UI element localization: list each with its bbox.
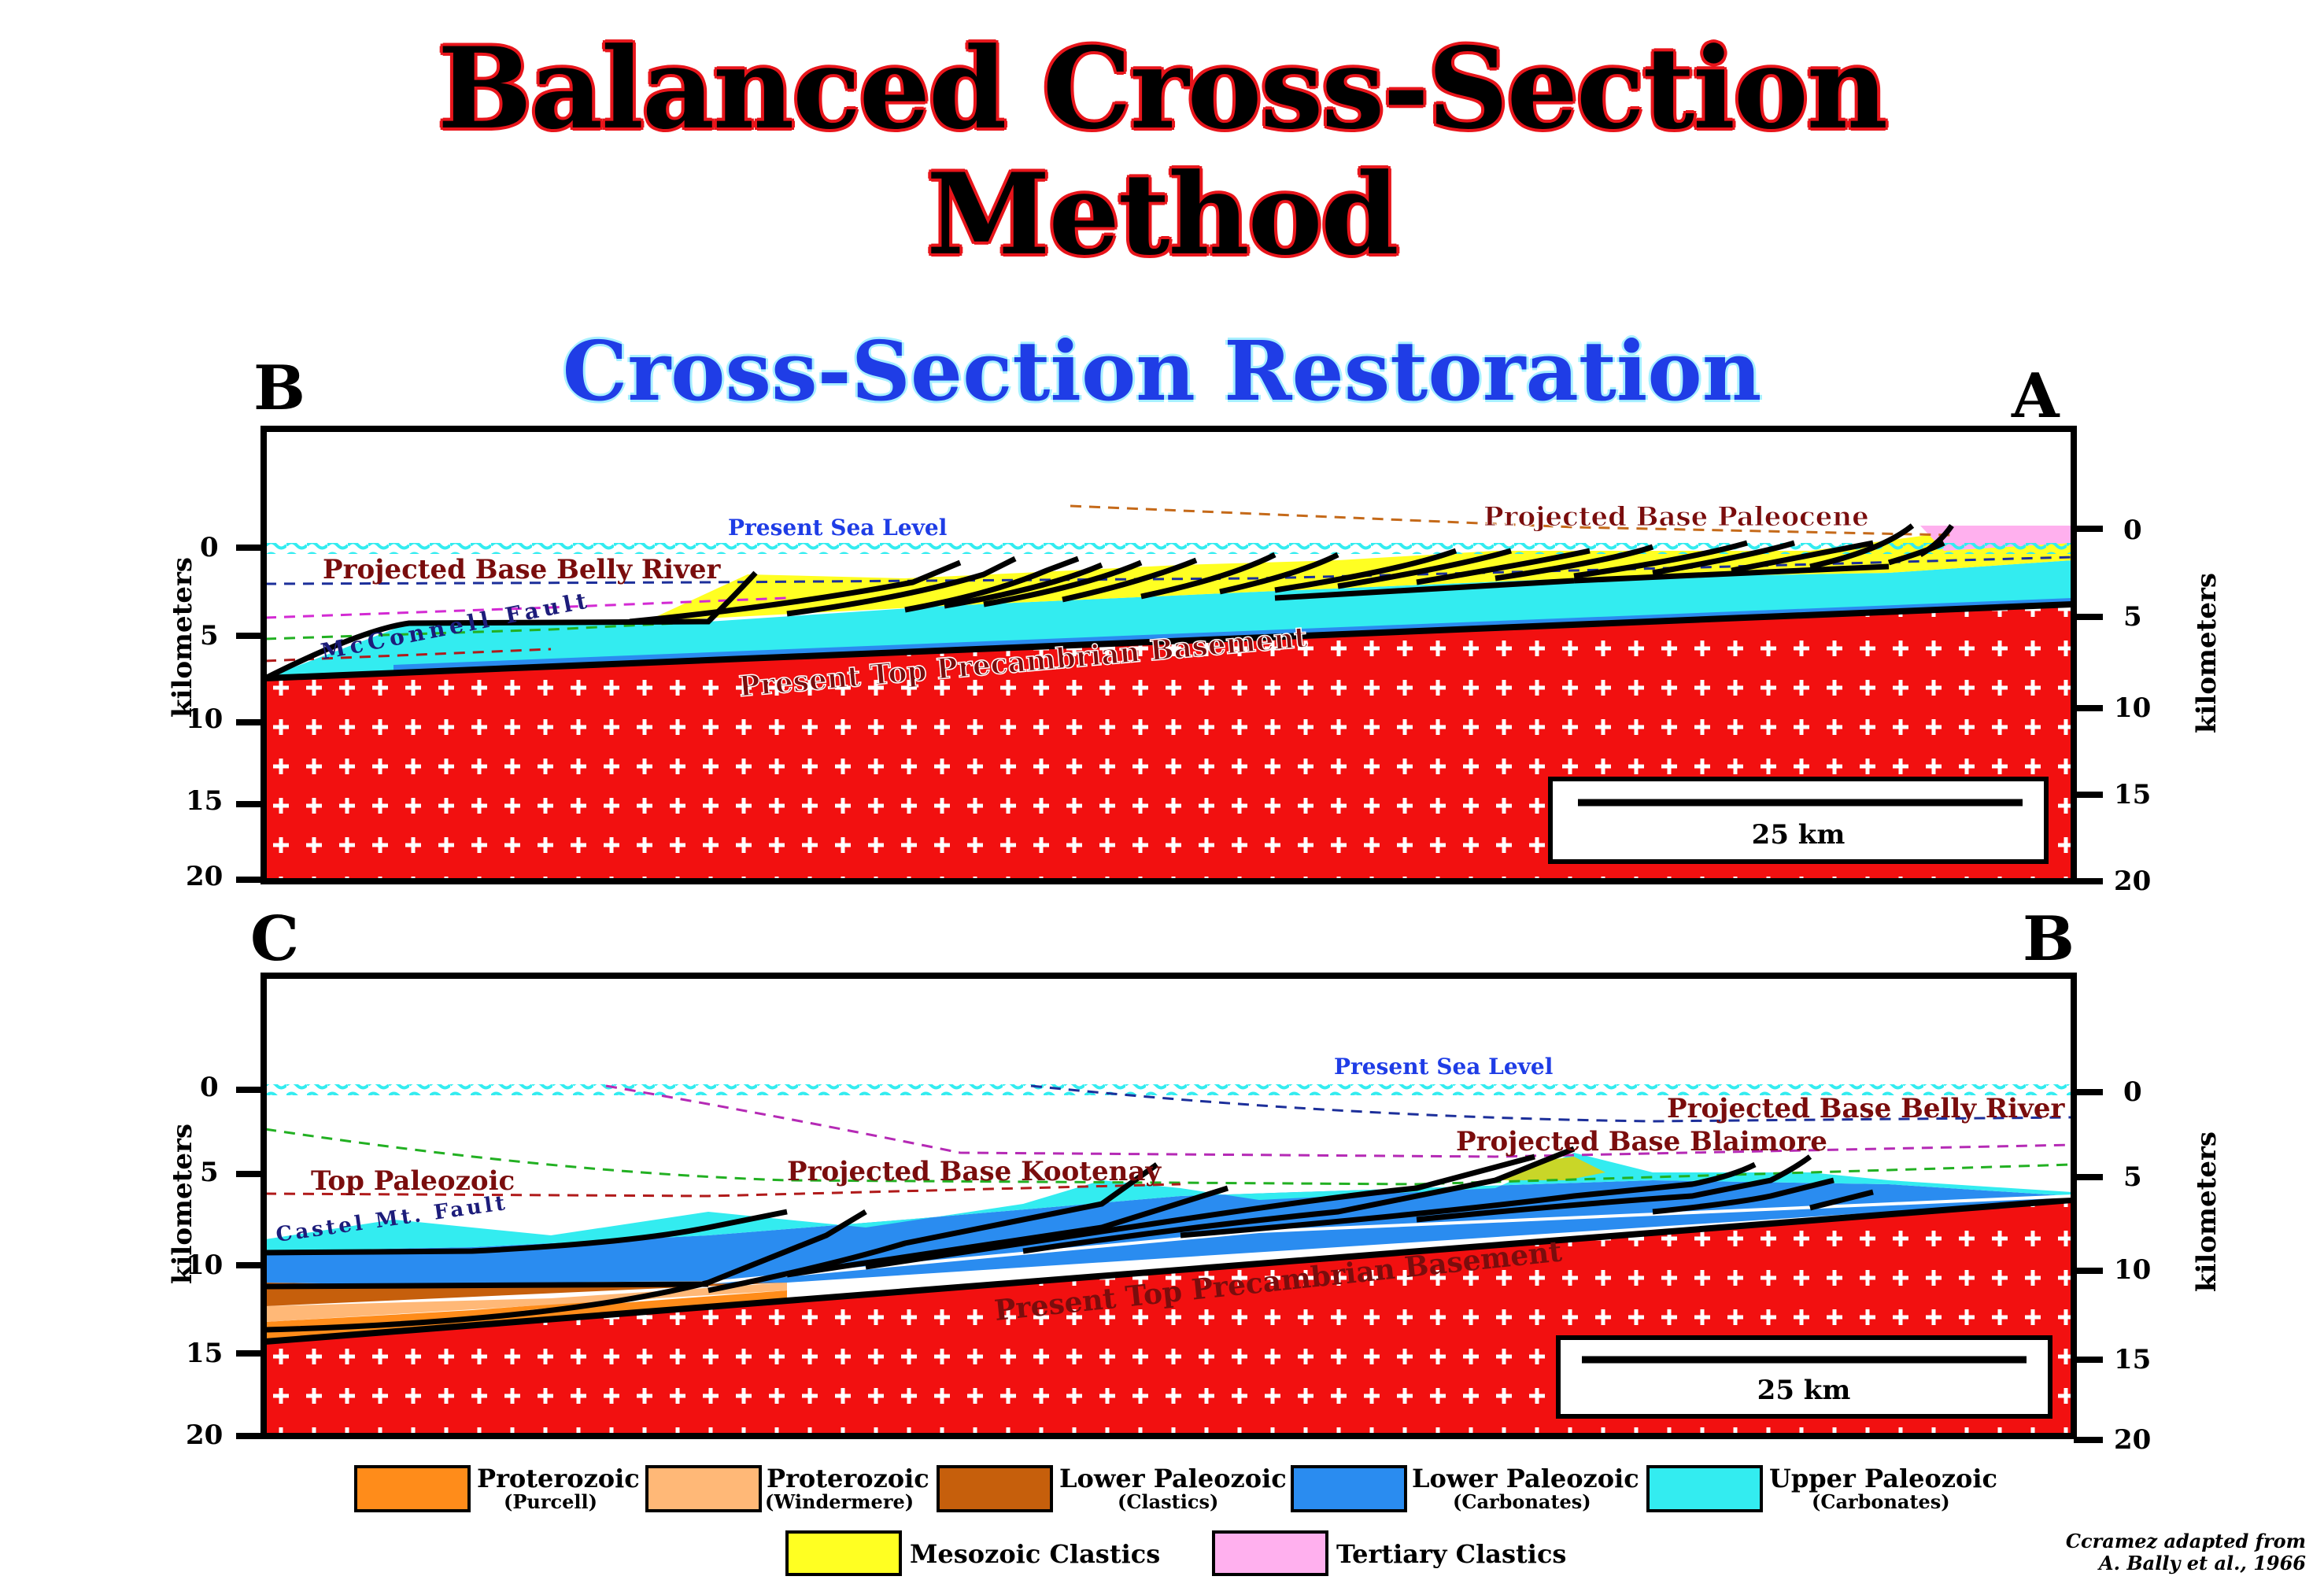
bottom-left-tick-5: 5 [200, 1157, 219, 1188]
top-left-tick-0: 0 [200, 532, 219, 563]
bottom-right-tick-20: 20 [2114, 1424, 2152, 1456]
bottom-left-tick-10: 10 [186, 1250, 224, 1281]
legend-label-lp-clastics: Lower Paleozoic [1059, 1464, 1287, 1493]
bottom-left-tick-20: 20 [186, 1419, 224, 1451]
bottom-right-tick-10: 10 [2114, 1254, 2152, 1286]
top-thrust-faults [264, 523, 1954, 681]
top-right-tick-10: 10 [2114, 692, 2152, 724]
bottom-right-tick-0: 0 [2123, 1076, 2142, 1108]
bottom-blairmore-horizon [605, 1084, 2073, 1158]
legend-swatch-up-carbonates [1646, 1465, 1763, 1512]
bottom-scale-box [1556, 1335, 2052, 1419]
legend-swatch-mesozoic [785, 1530, 902, 1576]
top-paleocene-horizon [1070, 504, 1953, 537]
top-belly-river-label: Projected Base Belly River [323, 554, 721, 585]
credit-line-2: A. Bally et al., 1966 [2099, 1552, 2306, 1574]
legend-label-mesozoic: Mesozoic Clastics [910, 1539, 1161, 1569]
legend-swatch-lp-carbonates [1291, 1465, 1407, 1512]
top-horizon-red [264, 648, 552, 663]
legend-sub-lp-carbonates: (Carbonates) [1453, 1490, 1591, 1513]
top-right-tick-0: 0 [2123, 515, 2142, 546]
top-sea-level-label: Present Sea Level [728, 515, 947, 541]
top-paleocene-label: Projected Base Paleocene [1483, 501, 1869, 533]
bottom-right-end-label: B [2023, 903, 2075, 975]
top-upper-paleozoic [265, 560, 2072, 678]
top-sea-level [265, 543, 2072, 554]
top-horizon-magenta [264, 596, 788, 619]
top-left-end-label: B [253, 353, 305, 424]
credit: Ccramez adapted from A. Bally et al., 19… [2054, 1530, 2306, 1574]
top-right-tick-15: 15 [2114, 779, 2152, 810]
bottom-cross-section: 25 km Present Sea Level Projected Base B… [236, 973, 2103, 1443]
legend-label-lp-carbonates: Lower Paleozoic [1412, 1464, 1639, 1493]
subtitle: Cross-Section Restoration [562, 323, 1762, 419]
legend-sub-up-carbonates: (Carbonates) [1812, 1490, 1950, 1513]
top-right-tick-5: 5 [2123, 601, 2142, 633]
top-left-tick-15: 15 [186, 785, 224, 817]
credit-line-1: Ccramez adapted from [2065, 1530, 2306, 1552]
legend-sub-purcell: (Purcell) [504, 1490, 597, 1513]
top-left-tick-20: 20 [186, 861, 224, 892]
legend-label-purcell: Proterozoic [477, 1464, 640, 1493]
bottom-sea-level-label: Present Sea Level [1334, 1054, 1553, 1080]
bottom-right-tick-15: 15 [2114, 1344, 2152, 1375]
bottom-right-tick-5: 5 [2123, 1161, 2142, 1193]
bottom-belly-river-horizon [1030, 1084, 2073, 1123]
title-line-1: Balanced Cross-Section [438, 24, 1888, 154]
bottom-left-tick-0: 0 [200, 1072, 219, 1103]
bottom-blairmore-label: Projected Base Blaimore [1456, 1126, 1827, 1157]
bottom-thrust-faults [264, 1146, 1874, 1333]
top-scale-label: 25 km [1752, 819, 1846, 851]
top-right-end-label: A [2012, 360, 2060, 432]
legend-swatch-tertiary [1212, 1530, 1328, 1576]
legend-swatch-purcell [354, 1465, 471, 1512]
legend-swatch-lp-clastics [937, 1465, 1053, 1512]
top-cross-section: 25 km Present Sea Level Projected Base P… [236, 426, 2103, 884]
bottom-sea-level [265, 1084, 2072, 1095]
top-basement-line [264, 601, 2073, 681]
top-left-tick-10: 10 [186, 703, 224, 735]
legend-sub-lp-clastics: (Clastics) [1118, 1490, 1219, 1513]
bottom-top-paleozoic-label: Top Paleozoic [311, 1165, 515, 1197]
top-right-tick-20: 20 [2114, 866, 2152, 897]
bottom-left-tick-15: 15 [186, 1338, 224, 1369]
title-line-2: Method [926, 150, 1398, 280]
legend-label-tertiary: Tertiary Clastics [1336, 1539, 1567, 1569]
legend-label-windermere: Proterozoic [767, 1464, 929, 1493]
top-scale-box [1548, 777, 2049, 864]
legend-sub-windermere: (Windermere) [765, 1490, 914, 1513]
top-left-tick-5: 5 [200, 620, 219, 652]
top-axis-ticks [236, 526, 2103, 884]
legend-label-up-carbonates: Upper Paleozoic [1769, 1464, 1997, 1493]
bottom-basement-line [264, 1197, 2073, 1345]
bottom-axis-ticks [236, 1087, 2103, 1443]
bottom-scale-label: 25 km [1757, 1375, 1851, 1406]
bottom-left-end-label: C [250, 903, 300, 975]
bottom-kootenay-label: Projected Base Kootenay [787, 1156, 1162, 1187]
bottom-top-paleozoic-horizon [264, 1183, 1181, 1198]
bottom-mesozoic-clastics [1499, 1157, 1605, 1180]
bottom-belly-river-label: Projected Base Belly River [1667, 1093, 2065, 1124]
legend-swatch-windermere [645, 1465, 762, 1512]
